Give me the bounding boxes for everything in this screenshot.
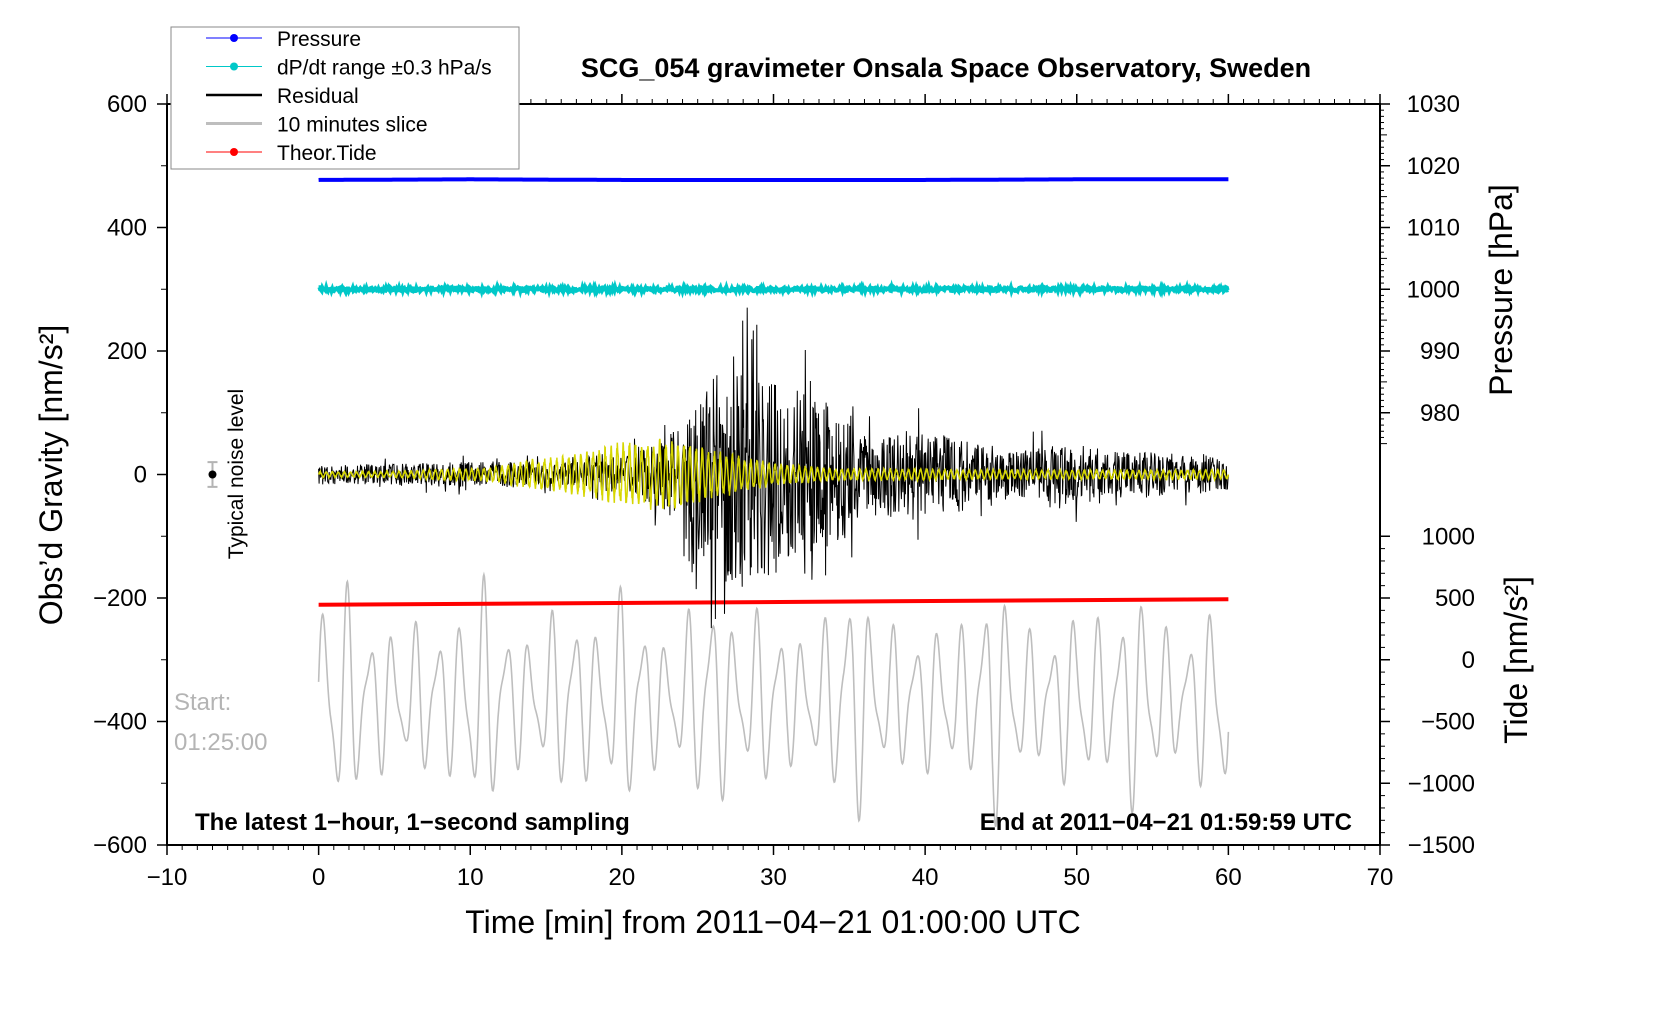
tide-tick-label: 1000 <box>1422 523 1475 550</box>
residual-filtered-series <box>317 438 1230 510</box>
legend-box <box>170 26 520 170</box>
x-tick-label: 60 <box>1215 864 1242 891</box>
legend-label: 10 minutes slice <box>277 114 428 137</box>
x-tick-label: 10 <box>457 864 484 891</box>
pressure-tick-label: 1010 <box>1407 215 1460 242</box>
legend-marker <box>230 34 238 42</box>
legend-marker <box>230 62 238 71</box>
tide-tick-label: −500 <box>1421 709 1475 736</box>
y-tick-label: −400 <box>93 709 147 736</box>
x-tick-label: −10 <box>147 864 188 891</box>
residual-series <box>318 307 1229 629</box>
pressure-axis-label: Pressure [hPa] <box>1483 184 1519 396</box>
legend-marker <box>230 148 238 156</box>
pressure-tick-label: 990 <box>1420 338 1460 365</box>
x-tick-label: 40 <box>912 864 939 891</box>
legend: Pressure dP/dt range ±0.3 hPa/s Residual 10… <box>170 26 520 170</box>
y-tick-label: −200 <box>93 585 147 612</box>
y-axis-label: Obs’d Gravity [nm/s²] <box>33 325 69 626</box>
x-tick-label: 20 <box>609 864 636 891</box>
start-label: Start: <box>174 689 231 716</box>
sampling-note: The latest 1−hour, 1−second sampling <box>195 809 630 836</box>
legend-label: Residual <box>277 85 359 108</box>
noise-level-point <box>208 470 217 479</box>
legend-label: dP/dt range ±0.3 hPa/s <box>277 57 492 80</box>
plot-data <box>207 177 1230 827</box>
slice-series <box>317 571 1230 827</box>
tide-axis-label: Tide [nm/s²] <box>1498 576 1534 744</box>
x-tick-label: 0 <box>312 864 325 891</box>
x-axis-label: Time [min] from 2011−04−21 01:00:00 UTC <box>465 904 1080 940</box>
y-tick-label: 400 <box>107 215 147 242</box>
start-time: 01:25:00 <box>174 729 267 756</box>
end-note: End at 2011−04−21 01:59:59 UTC <box>980 809 1352 836</box>
tide-tick-label: 0 <box>1462 647 1475 674</box>
x-tick-label: 50 <box>1063 864 1090 891</box>
y-tick-label: 0 <box>134 462 147 489</box>
pressure-series <box>318 177 1229 182</box>
y-tick-label: 600 <box>107 91 147 118</box>
x-tick-label: 30 <box>760 864 787 891</box>
noise-level-label: Typical noise level <box>225 389 248 559</box>
pressure-tick-label: 1020 <box>1407 153 1460 180</box>
pressure-tick-label: 980 <box>1420 400 1460 427</box>
pressure-tick-label: 1030 <box>1407 91 1460 118</box>
dpdt-series <box>317 279 1230 299</box>
legend-label: Pressure <box>277 28 361 51</box>
tide-tick-label: −1500 <box>1408 832 1475 859</box>
legend-label: Theor.Tide <box>277 142 377 165</box>
x-tick-label: 70 <box>1367 864 1394 891</box>
pressure-tick-label: 1000 <box>1407 276 1460 303</box>
axes: −10 0 10 20 30 40 50 60 70−600−400−2000200400600… <box>93 91 1475 891</box>
tide-tick-label: −1000 <box>1408 770 1475 797</box>
tide-series <box>318 597 1229 607</box>
tide-tick-label: 500 <box>1435 585 1475 612</box>
chart-title: SCG_054 gravimeter Onsala Space Observat… <box>581 53 1311 83</box>
y-tick-label: −600 <box>93 832 147 859</box>
y-tick-label: 200 <box>107 338 147 365</box>
